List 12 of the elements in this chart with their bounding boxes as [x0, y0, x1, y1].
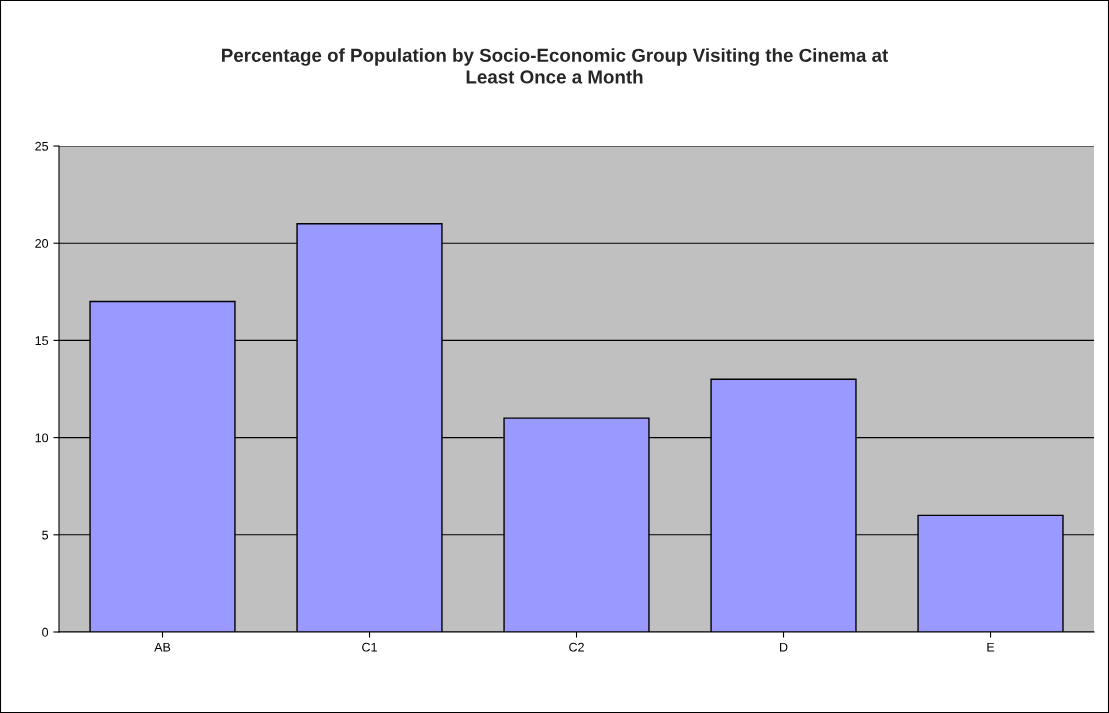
y-tick-label: 25	[35, 141, 49, 151]
chart-title: Percentage of Population by Socio-Economic Group Visiting the Cinema at Least Once a Month	[222, 48, 889, 84]
y-tick-label: 20	[35, 239, 49, 248]
x-tick-label: AB	[154, 642, 171, 652]
x-tick-label: C1	[362, 642, 377, 652]
x-tick-label: D	[780, 642, 788, 652]
y-tick-label: 0	[42, 627, 49, 637]
x-tick-label: C2	[569, 642, 584, 652]
y-tick-label: 10	[35, 433, 49, 443]
y-tick-label: 15	[35, 336, 49, 346]
y-tick-label: 5	[42, 530, 49, 540]
x-tick-label: E	[987, 642, 995, 652]
